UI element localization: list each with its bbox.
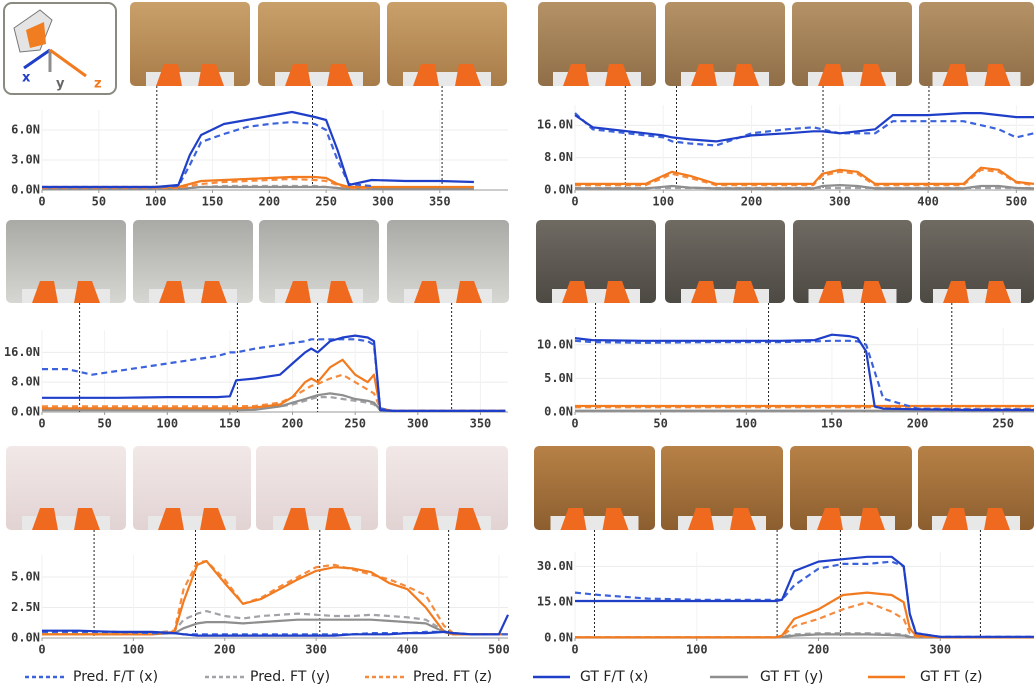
series-line	[42, 112, 474, 187]
image-strip	[6, 2, 1034, 530]
series-line	[42, 561, 508, 634]
y-tick-label: 16.0N	[4, 345, 40, 359]
series-line	[575, 562, 1034, 637]
y-tick-label: 10.0N	[537, 337, 573, 351]
legend-label: Pred. FT (y)	[250, 669, 330, 685]
x-tick-label: 200	[741, 195, 763, 209]
x-tick-label: 150	[219, 417, 241, 431]
x-tick-label: 0	[571, 195, 578, 209]
series-line	[575, 113, 1034, 141]
x-tick-label: 50	[653, 417, 667, 431]
charts: 0.0N 3.0N 6.0N 0 50 100 150 200 250 300 350 0.0N 8.0…	[4, 86, 1034, 657]
series-line	[575, 335, 1034, 410]
x-tick-label: 300	[829, 195, 851, 209]
y-tick-label: 16.0N	[537, 118, 573, 132]
line-chart: 0.0N 8.0N 16.0N 0 100 200 300 400 500	[537, 86, 1034, 209]
x-tick-label: 100	[156, 417, 178, 431]
x-tick-label: 250	[992, 417, 1014, 431]
y-tick-label: 0.0N	[11, 183, 40, 197]
icon-y-label: y	[56, 77, 65, 92]
x-tick-label: 150	[202, 195, 224, 209]
x-tick-label: 100	[686, 643, 708, 657]
x-tick-label: 200	[258, 195, 280, 209]
x-tick-label: 100	[735, 417, 757, 431]
x-tick-label: 0	[38, 195, 45, 209]
y-tick-label: 0.0N	[11, 631, 40, 645]
icon-z-label: z	[94, 77, 102, 92]
y-tick-label: 5.0N	[544, 371, 573, 385]
icon-x-label: x	[22, 71, 31, 86]
x-tick-label: 50	[97, 417, 111, 431]
x-tick-label: 150	[821, 417, 843, 431]
y-tick-label: 8.0N	[544, 150, 573, 164]
legend-label: GT FT (z)	[920, 669, 982, 685]
y-tick-label: 8.0N	[11, 375, 40, 389]
y-tick-label: 0.0N	[11, 405, 40, 419]
series-line	[575, 341, 1034, 410]
figure: x y z 0.0N3.0N6.0N0501001502002503003500…	[0, 0, 1034, 689]
line-chart: 0.0N 2.5N 5.0N 0 100 200 300 400 500	[11, 530, 510, 657]
x-tick-label: 200	[808, 643, 830, 657]
y-tick-label: 2.5N	[11, 600, 40, 614]
y-tick-label: 0.0N	[544, 183, 573, 197]
x-tick-label: 200	[907, 417, 929, 431]
x-tick-label: 200	[282, 417, 304, 431]
x-tick-label: 200	[214, 643, 236, 657]
line-chart: 0.0N 3.0N 6.0N 0 50 100 150 200 250 300 350	[11, 86, 508, 209]
series-line	[575, 113, 1034, 145]
x-tick-label: 100	[145, 195, 167, 209]
x-tick-label: 400	[917, 195, 939, 209]
y-tick-label: 30.0N	[537, 559, 573, 573]
series-line	[575, 557, 1034, 637]
legend-label: GT FT (y)	[760, 669, 823, 685]
x-tick-label: 300	[929, 643, 951, 657]
x-tick-label: 500	[488, 643, 510, 657]
x-tick-label: 300	[407, 417, 429, 431]
x-tick-label: 350	[470, 417, 492, 431]
line-chart: 0.0N 5.0N 10.0N 0 50 100 150 200 250	[537, 303, 1034, 431]
x-tick-label: 0	[38, 417, 45, 431]
y-tick-label: 0.0N	[544, 631, 573, 645]
x-tick-label: 300	[372, 195, 394, 209]
line-chart: 0.0N 8.0N 16.0N 0 50 100 150 200 250 300 350	[4, 303, 508, 431]
y-tick-label: 15.0N	[537, 595, 573, 609]
legend-label: Pred. F/T (x)	[73, 669, 158, 685]
series-line	[575, 168, 1034, 184]
x-tick-label: 100	[123, 643, 145, 657]
x-tick-label: 0	[571, 417, 578, 431]
x-tick-label: 250	[315, 195, 337, 209]
x-tick-label: 400	[397, 643, 419, 657]
x-tick-label: 350	[429, 195, 451, 209]
x-tick-label: 300	[305, 643, 327, 657]
legend-label: GT F/T (x)	[580, 669, 648, 685]
y-tick-label: 5.0N	[11, 569, 40, 583]
x-tick-label: 0	[571, 643, 578, 657]
series-line	[575, 602, 1034, 637]
x-tick-label: 100	[652, 195, 674, 209]
y-tick-label: 3.0N	[11, 153, 40, 167]
y-tick-label: 0.0N	[544, 405, 573, 419]
series-line	[575, 593, 1034, 638]
x-tick-label: 0	[38, 643, 45, 657]
line-chart: 0.0N 15.0N 30.0N 0 100 200 300	[537, 530, 1034, 657]
y-tick-label: 6.0N	[11, 123, 40, 137]
x-tick-label: 50	[92, 195, 106, 209]
x-tick-label: 500	[1006, 195, 1028, 209]
legend: Pred. F/T (x) Pred. FT (y) Pred. FT (z) GT …	[25, 669, 982, 685]
x-tick-label: 250	[344, 417, 366, 431]
legend-label: Pred. FT (z)	[413, 669, 492, 685]
axes-icon: x y z	[4, 3, 116, 94]
